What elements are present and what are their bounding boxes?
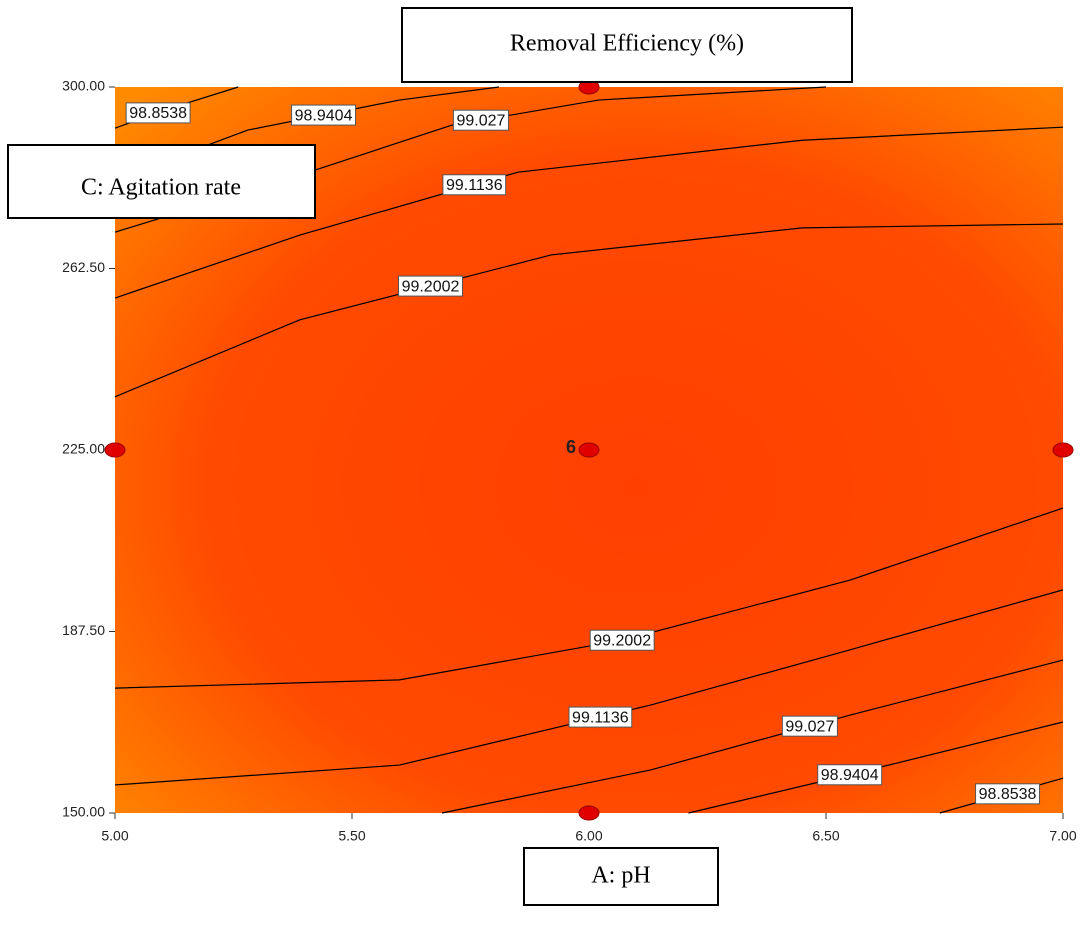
y-tick-label: 300.00 [62,78,105,94]
y-tick-label: 262.50 [62,259,105,275]
contour-line [114,223,1064,398]
contour-label: 98.8538 [125,102,191,124]
contour-label-text: 98.8538 [129,105,187,122]
x-axis-label: A: pH [591,863,650,889]
title-box [401,7,853,83]
contour-label: 99.1136 [442,174,507,196]
contour-label-text: 99.027 [785,718,834,735]
contour-line [114,589,1064,786]
y-tick-label: 150.00 [62,804,105,820]
x-tick-label: 5.50 [338,828,365,844]
contour-label: 99.2002 [398,275,463,297]
contour-label-box [568,706,633,728]
contour-label-text: 98.9404 [295,107,353,124]
contour-label: 98.9404 [817,764,883,786]
y-label-box [7,144,316,219]
contour-label-box [398,275,463,297]
design-point [104,442,126,458]
y-tick-label: 187.50 [62,622,105,638]
contour-label-text: 99.2002 [593,632,651,649]
contour-label-box [291,104,357,126]
contour-label: 99.027 [452,109,509,131]
contour-line [114,126,1064,299]
contour-label-box [442,174,507,196]
contour-line [441,659,1064,814]
contour-label-text: 99.1136 [572,709,629,726]
design-point [578,805,600,821]
contour-label-box [125,102,191,124]
x-tick-label: 7.00 [1049,828,1076,844]
chart-title: Removal Efficiency (%) [510,31,744,57]
contour-label-box [817,764,883,786]
design-point [578,442,600,458]
contour-label-box [781,715,838,737]
contour-label-box [452,109,509,131]
replicate-count: 6 [566,437,576,457]
y-axis-label: C: Agitation rate [81,175,241,201]
contour-label-box [975,783,1041,805]
contour-label: 99.2002 [589,629,655,651]
contour-label: 99.1136 [568,706,633,728]
x-label-box [523,847,719,906]
x-tick-label: 6.00 [575,828,602,844]
design-point [1052,442,1074,458]
contour-label-text: 99.1136 [446,177,503,194]
contour-label-text: 99.027 [456,112,505,129]
contour-label-text: 99.2002 [402,278,460,295]
contour-label-box [589,629,655,651]
contour-label-text: 98.8538 [979,786,1037,803]
contour-label: 99.027 [781,715,838,737]
x-tick-label: 5.00 [101,828,128,844]
y-tick-label: 225.00 [62,441,105,457]
contour-label: 98.8538 [975,783,1041,805]
contour-label-text: 98.9404 [821,767,879,784]
contour-label: 98.9404 [291,104,357,126]
x-tick-label: 6.50 [812,828,839,844]
